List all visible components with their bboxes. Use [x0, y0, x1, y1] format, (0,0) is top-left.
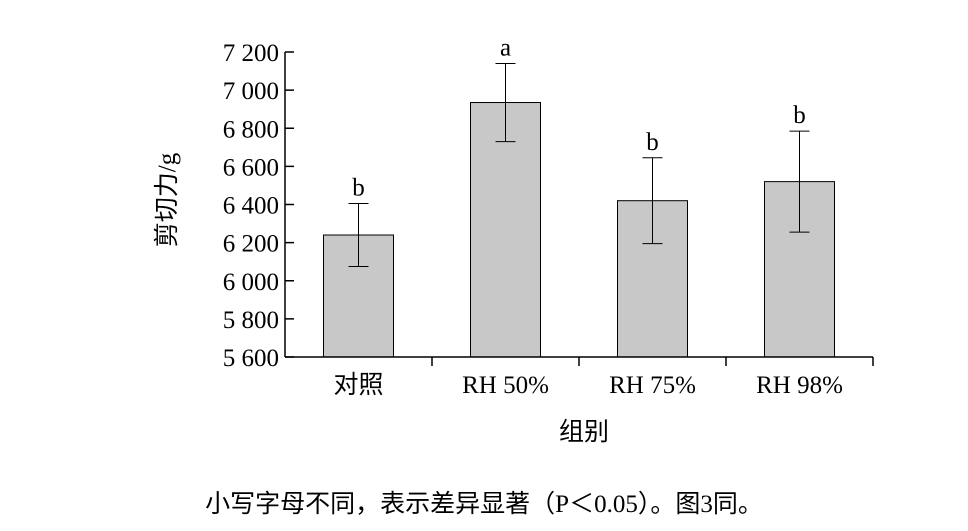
x-category-label: RH 75% — [609, 372, 696, 399]
significance-label: b — [793, 102, 806, 129]
significance-label: b — [646, 129, 659, 156]
y-tick-label: 7 000 — [223, 78, 279, 105]
figure-caption: 小写字母不同，表示差异显著（P＜0.05）。图3同。 — [205, 491, 763, 518]
y-tick-label: 7 200 — [223, 40, 279, 67]
bar — [470, 102, 541, 358]
y-tick-label: 6 400 — [223, 193, 279, 220]
bars-group — [323, 102, 835, 358]
x-category-label: 对照 — [333, 371, 383, 399]
x-category-label: RH 98% — [756, 372, 843, 399]
significance-label: a — [500, 34, 511, 61]
y-axis-title: 剪切力/g — [153, 152, 181, 247]
y-tick-label: 6 200 — [223, 231, 279, 258]
bar-chart: b a b b 5 600 5 800 6 000 6 200 6 400 6 600 6 800… — [153, 34, 874, 446]
x-category-label: RH 50% — [462, 372, 549, 399]
x-axis-title: 组别 — [559, 418, 609, 446]
x-ticks-group: 对照 RH 50% RH 75% RH 98% — [333, 357, 874, 399]
error-bars-group — [348, 62, 810, 267]
y-tick-label: 5 600 — [223, 345, 279, 372]
y-tick-label: 6 600 — [223, 154, 279, 181]
y-tick-label: 6 800 — [223, 116, 279, 143]
y-tick-label: 5 800 — [223, 307, 279, 334]
significance-label: b — [352, 175, 365, 202]
y-ticks-group: 5 600 5 800 6 000 6 200 6 400 6 600 6 800 7 000… — [223, 40, 294, 372]
significance-labels-group: b a b b — [352, 34, 806, 201]
y-tick-label: 6 000 — [223, 269, 279, 296]
